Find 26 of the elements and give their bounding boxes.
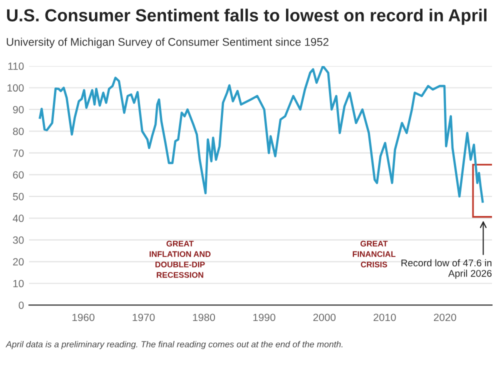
y-tick-label: 50 — [12, 192, 24, 200]
y-tick-label: 60 — [13, 171, 24, 179]
y-tick-label: 90 — [13, 106, 24, 114]
x-tick-label: 2000 — [313, 314, 336, 322]
chart-subtitle: University of Michigan Survey of Consumer Sentiment since 1952 — [6, 38, 328, 48]
x-tick-label: 1960 — [72, 314, 94, 322]
chart-title: U.S. Consumer Sentiment falls to lowest on record in April — [7, 8, 486, 25]
x-tick-label: 1990 — [253, 314, 276, 322]
annotation: GREAT INFLATION AND DOUBLE-DIP RECESSION — [150, 240, 211, 278]
y-tick-label: 20 — [13, 258, 24, 266]
text: April data is a preliminary reading. The final reading comes out at the end of the month. — [6, 340, 342, 350]
x-tick-label: 1980 — [193, 314, 216, 322]
annotation: GREAT FINANCIAL CRISIS — [352, 240, 396, 268]
y-tick-label: 70 — [13, 149, 24, 157]
x-tick-label: 1970 — [132, 314, 155, 322]
y-tick-label: 40 — [12, 214, 24, 222]
y-tick-label: 110 — [8, 62, 24, 70]
line-series — [38, 66, 484, 203]
y-tick-label: 80 — [13, 128, 24, 136]
y-tick-label: 10 — [13, 280, 24, 288]
y-tick-label: 30 — [12, 236, 24, 244]
y-tick-label: 100 — [8, 84, 24, 92]
y-tick-label: 0 — [18, 302, 24, 309]
x-tick-label: 2020 — [434, 314, 456, 322]
x-tick-label: 2010 — [374, 314, 396, 322]
annotation: Record low of 47.6 in April 2026 — [401, 259, 492, 279]
